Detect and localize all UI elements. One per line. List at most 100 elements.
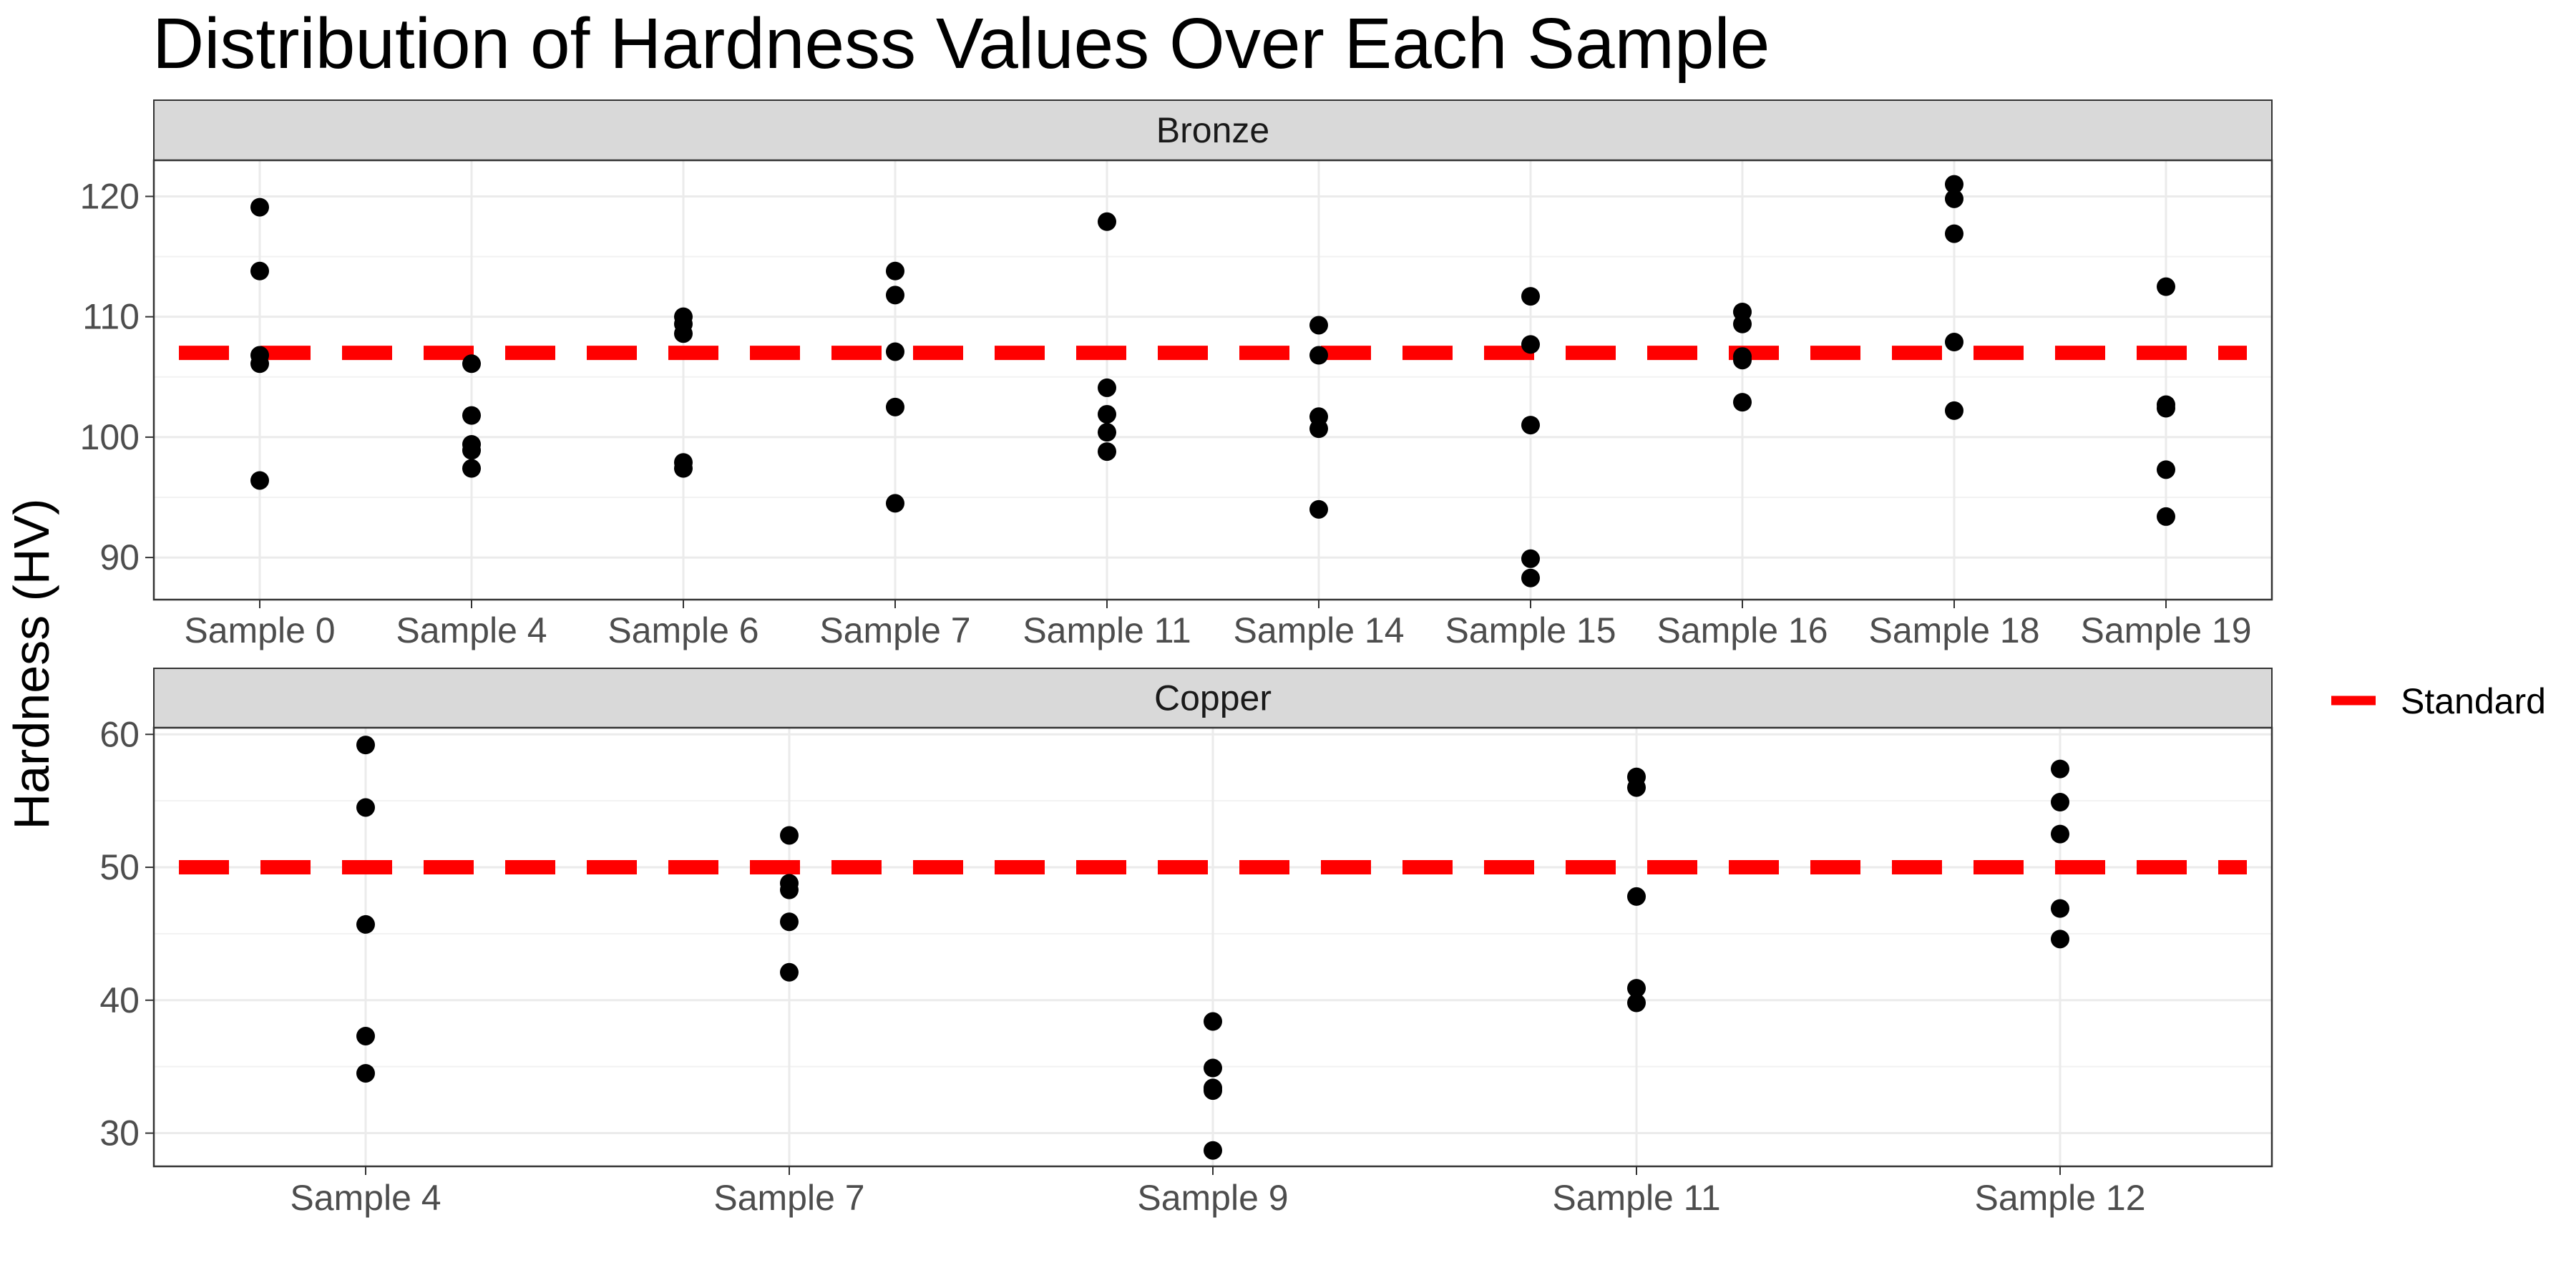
data-point: [1627, 979, 1646, 998]
facet-strip-label: Bronze: [1156, 110, 1269, 150]
data-point: [1309, 419, 1328, 439]
data-point: [250, 261, 269, 280]
data-point: [1204, 1012, 1222, 1031]
x-tick-label: Sample 9: [1137, 1178, 1288, 1218]
data-point: [1098, 442, 1116, 462]
y-tick-label: 60: [99, 714, 140, 754]
chart-title: Distribution of Hardness Values Over Eac…: [152, 4, 1770, 84]
data-point: [1521, 568, 1540, 587]
x-tick-label: Sample 4: [396, 610, 547, 650]
legend: Standard: [2331, 681, 2546, 721]
data-point: [1627, 993, 1646, 1013]
data-point: [1204, 1058, 1222, 1078]
data-point: [356, 736, 375, 755]
x-tick-label: Sample 18: [1868, 610, 2039, 650]
data-point: [462, 459, 481, 478]
data-point: [1627, 887, 1646, 906]
y-tick-label: 100: [80, 417, 140, 457]
legend-standard-label: Standard: [2401, 681, 2546, 721]
data-point: [886, 397, 904, 416]
data-point: [1309, 346, 1328, 365]
data-point: [886, 494, 904, 513]
y-tick-label: 110: [82, 297, 140, 337]
data-point: [2051, 824, 2069, 844]
x-tick-label: Sample 7: [819, 610, 970, 650]
data-point: [1945, 401, 1963, 420]
x-tick-label: Sample 0: [184, 610, 335, 650]
data-point: [780, 912, 799, 932]
data-point: [2157, 507, 2175, 526]
data-point: [356, 1063, 375, 1083]
data-point: [356, 1026, 375, 1045]
data-point: [1204, 1141, 1222, 1160]
data-point: [1945, 333, 1963, 352]
data-point: [2051, 899, 2069, 918]
data-point: [250, 354, 269, 374]
data-point: [462, 441, 481, 460]
x-tick-label: Sample 16: [1657, 610, 1828, 650]
data-point: [2157, 277, 2175, 296]
data-point: [886, 286, 904, 305]
x-tick-label: Sample 12: [1974, 1178, 2145, 1218]
data-point: [1098, 378, 1116, 397]
x-tick-label: Sample 4: [290, 1178, 441, 1218]
data-point: [250, 197, 269, 217]
data-point: [886, 261, 904, 280]
panel-border: [152, 159, 2273, 601]
panel-copper: Copper 30 40 50 60 Sample 4 Sample 7 Sample 9 Sa…: [99, 668, 2273, 1218]
x-tick-label: Sample 6: [608, 610, 758, 650]
data-point: [250, 471, 269, 490]
data-point: [2051, 759, 2069, 779]
y-tick-label: 120: [80, 176, 140, 216]
data-point: [1733, 314, 1752, 333]
data-point: [1945, 224, 1963, 243]
data-point: [1945, 189, 1963, 208]
data-point: [1627, 778, 1646, 797]
data-point: [780, 962, 799, 982]
y-tick-label: 50: [99, 847, 140, 887]
y-tick-label: 90: [99, 537, 140, 577]
data-point: [1521, 549, 1540, 568]
data-point: [1309, 316, 1328, 335]
data-point: [2051, 930, 2069, 949]
data-point: [2157, 460, 2175, 479]
x-tick-label: Sample 11: [1552, 1178, 1720, 1218]
data-point: [1098, 404, 1116, 424]
y-axis-label: Hardness (HV): [4, 499, 59, 830]
x-tick-label: Sample 19: [2080, 610, 2251, 650]
data-point: [1945, 175, 1963, 194]
data-point: [674, 324, 693, 343]
data-point: [674, 459, 693, 478]
x-tick-label: Sample 11: [1023, 610, 1191, 650]
facet-strip-copper: [153, 668, 2273, 728]
data-point: [356, 798, 375, 817]
data-point: [1098, 423, 1116, 442]
data-point: [2051, 793, 2069, 812]
y-tick-label: 40: [99, 980, 140, 1020]
data-point: [1309, 499, 1328, 519]
data-point: [1733, 393, 1752, 412]
panel-bronze: Bronze 90 100 110 120 Sample 0 Sample 4 Sample …: [80, 99, 2273, 650]
data-point: [356, 914, 375, 934]
x-tick-label: Sample 14: [1233, 610, 1404, 650]
facet-panels: Bronze 90 100 110 120 Sample 0 Sample 4 Sample …: [80, 99, 2273, 1218]
data-point: [780, 880, 799, 899]
panel-background: [154, 160, 2272, 600]
data-point: [2157, 399, 2175, 418]
data-point: [886, 342, 904, 361]
x-tick-label: Sample 15: [1445, 610, 1616, 650]
y-tick-label: 30: [99, 1113, 140, 1153]
panel-border: [152, 726, 2273, 1168]
data-point: [462, 354, 481, 374]
data-point: [780, 826, 799, 845]
data-point: [1098, 212, 1116, 231]
data-point: [1204, 1081, 1222, 1101]
data-point: [1521, 335, 1540, 354]
data-point: [1733, 351, 1752, 370]
data-point: [1521, 416, 1540, 435]
facet-strip-label: Copper: [1154, 678, 1272, 718]
data-point: [462, 406, 481, 425]
x-tick-label: Sample 7: [713, 1178, 864, 1218]
facet-strip-bronze: [153, 99, 2273, 161]
